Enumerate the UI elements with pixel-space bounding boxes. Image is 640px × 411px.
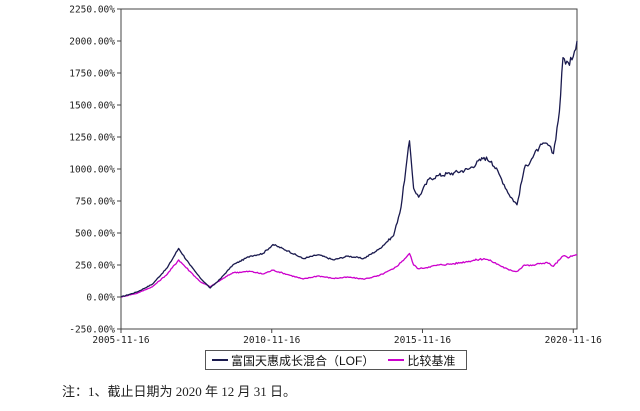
y-tick-label: 2250.00% xyxy=(69,5,115,16)
legend-item-benchmark: 比较基准 xyxy=(388,352,455,369)
legend: 富国天惠成长混合（LOF） 比较基准 xyxy=(205,350,467,370)
series-line-benchmark xyxy=(120,252,578,298)
legend-item-fund: 富国天惠成长混合（LOF） xyxy=(212,352,374,369)
chart: -250.00% 0.00% 250.00% 500.00% 750.00% 1000.0… xyxy=(69,5,602,346)
series-line-fund xyxy=(120,40,578,298)
y-tick-label: 750.00% xyxy=(75,197,115,208)
y-tick-label: 250.00% xyxy=(75,261,115,272)
y-tick-label: 1750.00% xyxy=(69,69,115,80)
legend-swatch-benchmark xyxy=(388,359,405,361)
y-tick-label: -250.00% xyxy=(69,325,115,336)
x-tick-label: 2015-11-16 xyxy=(394,335,451,345)
plot-frame xyxy=(120,8,578,330)
y-tick-label: 2000.00% xyxy=(69,37,115,48)
legend-label-fund: 富国天惠成长混合（LOF） xyxy=(231,353,375,368)
y-tick-label: 1250.00% xyxy=(69,133,115,144)
y-tick-label: 500.00% xyxy=(75,229,115,240)
legend-swatch-fund xyxy=(212,359,228,361)
x-tick-label: 2010-11-16 xyxy=(243,335,300,345)
y-tick-label: 0.00% xyxy=(86,293,115,304)
y-tick-label: 1500.00% xyxy=(69,101,115,112)
footnote: 注：1、截止日期为 2020 年 12 月 31 日。 xyxy=(62,384,297,399)
x-tick-label: 2020-11-16 xyxy=(545,335,602,345)
legend-label-benchmark: 比较基准 xyxy=(407,353,456,368)
y-tick-label: 1000.00% xyxy=(69,165,115,176)
x-tick-label: 2005-11-16 xyxy=(92,335,149,345)
